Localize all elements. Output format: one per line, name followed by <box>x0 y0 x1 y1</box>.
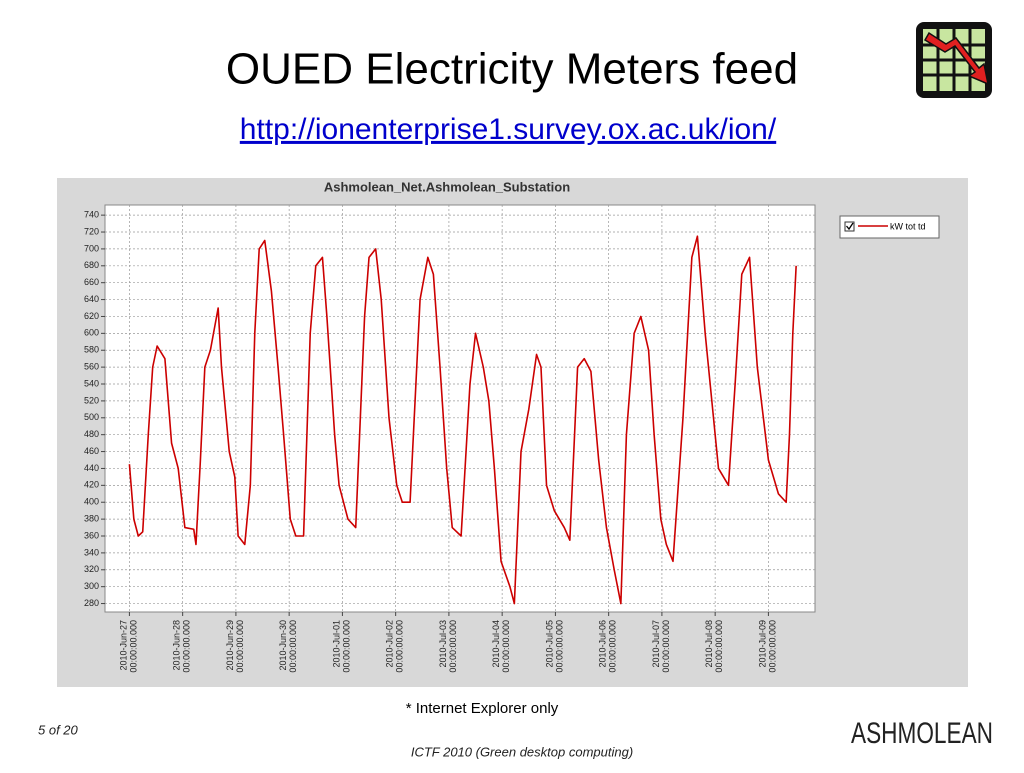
legend-label: kW tot td <box>890 221 926 231</box>
slide-title: OUED Electricity Meters feed <box>226 45 798 94</box>
y-tick-label: 420 <box>84 480 99 490</box>
legend-checkbox[interactable] <box>844 221 855 232</box>
x-tick-label: 2010-Jul-0700:00:00.000 <box>651 620 671 673</box>
x-tick-label: 2010-Jun-2700:00:00.000 <box>119 620 139 673</box>
x-tick-label: 2010-Jun-3000:00:00.000 <box>279 620 299 673</box>
x-tick-label: 2010-Jul-0200:00:00.000 <box>385 620 405 673</box>
x-tick-label: 2010-Jul-0800:00:00.000 <box>705 620 725 673</box>
axes: 280 300 320 340 360 380 400 420 440 460 480 500 520 5… <box>84 205 815 673</box>
y-tick-label: 540 <box>84 378 99 388</box>
x-tick-label: 2010-Jul-0100:00:00.000 <box>332 620 352 673</box>
x-tick-label: 2010-Jul-0500:00:00.000 <box>545 620 565 673</box>
y-tick-label: 360 <box>84 530 99 540</box>
chart-title: Ashmolean_Net.Ashmolean_Substation <box>324 179 570 194</box>
legend: kW tot td <box>839 215 940 239</box>
chart-icon <box>916 22 992 98</box>
series-line <box>128 235 797 605</box>
y-tick-label: 340 <box>84 547 99 557</box>
legend-box <box>839 215 940 239</box>
y-tick-label: 400 <box>84 497 99 507</box>
x-tick-label: 2010-Jul-0900:00:00.000 <box>758 620 778 673</box>
y-tick-label: 300 <box>84 581 99 591</box>
y-tick-label: 680 <box>84 260 99 270</box>
page-number: 5 of 20 <box>38 722 79 737</box>
logo: ASHMOLEAN <box>851 717 993 750</box>
y-tick-label: 320 <box>84 564 99 574</box>
y-tick-label: 500 <box>84 412 99 422</box>
y-tick-label: 380 <box>84 513 99 523</box>
y-tick-label: 660 <box>84 277 99 287</box>
y-tick-label: 520 <box>84 395 99 405</box>
x-tick-label: 2010-Jun-2900:00:00.000 <box>225 620 245 673</box>
y-tick-label: 640 <box>84 294 99 304</box>
y-tick-label: 620 <box>84 311 99 321</box>
url-link[interactable]: http://ionenterprise1.survey.ox.ac.uk/io… <box>240 113 777 146</box>
y-tick-label: 560 <box>84 361 99 371</box>
plot-area <box>104 204 816 613</box>
footer: ICTF 2010 (Green desktop computing) <box>411 744 633 759</box>
y-tick-label: 580 <box>84 345 99 355</box>
y-tick-label: 440 <box>84 463 99 473</box>
y-tick-label: 700 <box>84 243 99 253</box>
x-tick-label: 2010-Jul-0300:00:00.000 <box>438 620 458 673</box>
y-tick-label: 720 <box>84 226 99 236</box>
x-tick-label: 2010-Jul-0400:00:00.000 <box>492 620 512 673</box>
note: * Internet Explorer only <box>406 700 559 717</box>
y-tick-label: 740 <box>84 210 99 220</box>
x-tick-label: 2010-Jun-2800:00:00.000 <box>172 620 192 673</box>
y-tick-label: 600 <box>84 328 99 338</box>
x-tick-label: 2010-Jul-0600:00:00.000 <box>598 620 618 673</box>
y-tick-label: 480 <box>84 429 99 439</box>
y-tick-label: 280 <box>84 598 99 608</box>
y-tick-label: 460 <box>84 446 99 456</box>
